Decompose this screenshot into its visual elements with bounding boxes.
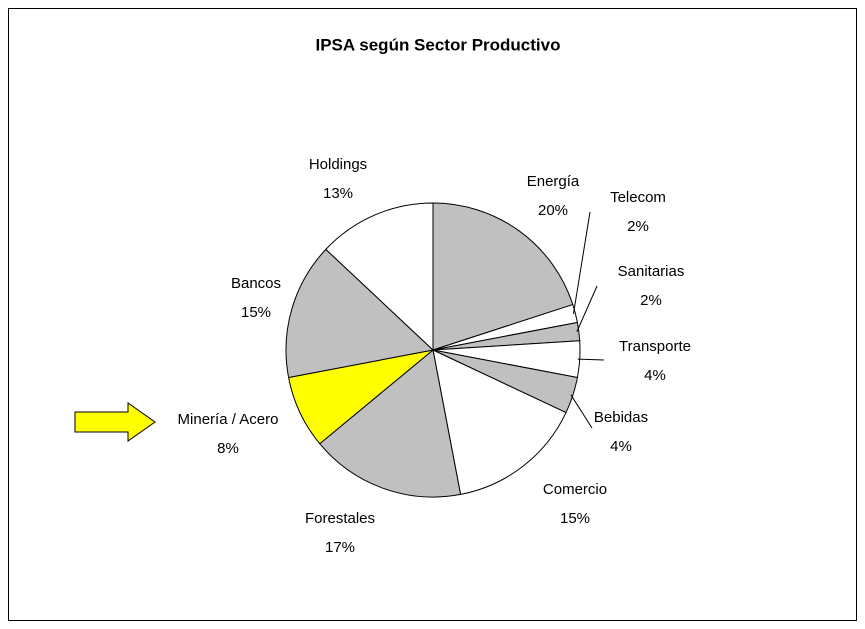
leader-line	[570, 394, 593, 429]
slice-value-label: 2%	[627, 218, 649, 235]
leader-line	[577, 358, 605, 361]
slice-label: Sanitarias	[618, 263, 685, 280]
pie-slice	[325, 202, 434, 352]
pie-slice	[432, 202, 574, 351]
slice-value-label: 4%	[644, 367, 666, 384]
chart-title: IPSA según Sector Productivo	[316, 35, 561, 54]
leader-line	[572, 211, 591, 315]
slice-value-label: 15%	[241, 304, 271, 321]
highlight-arrow	[74, 402, 156, 442]
slice-label: Comercio	[543, 481, 607, 498]
slice-value-label: 4%	[610, 438, 632, 455]
slice-label: Bebidas	[594, 409, 648, 426]
pie-slice	[432, 349, 567, 495]
slice-value-label: 2%	[640, 292, 662, 309]
slice-value-label: 20%	[538, 202, 568, 219]
pie-slice	[319, 349, 462, 498]
slice-label: Telecom	[610, 189, 666, 206]
pie-slice	[285, 248, 435, 379]
slice-label: Energía	[527, 173, 580, 190]
slice-label: Bancos	[231, 275, 281, 292]
slice-value-label: 13%	[323, 185, 353, 202]
slice-label: Transporte	[619, 338, 691, 355]
slice-value-label: 8%	[217, 440, 239, 457]
slice-label: Minería / Acero	[178, 411, 279, 428]
slice-label: Holdings	[309, 156, 367, 173]
slice-value-label: 15%	[560, 510, 590, 527]
slice-label: Forestales	[305, 510, 375, 527]
slice-value-label: 17%	[325, 539, 355, 556]
leader-line	[576, 285, 598, 333]
